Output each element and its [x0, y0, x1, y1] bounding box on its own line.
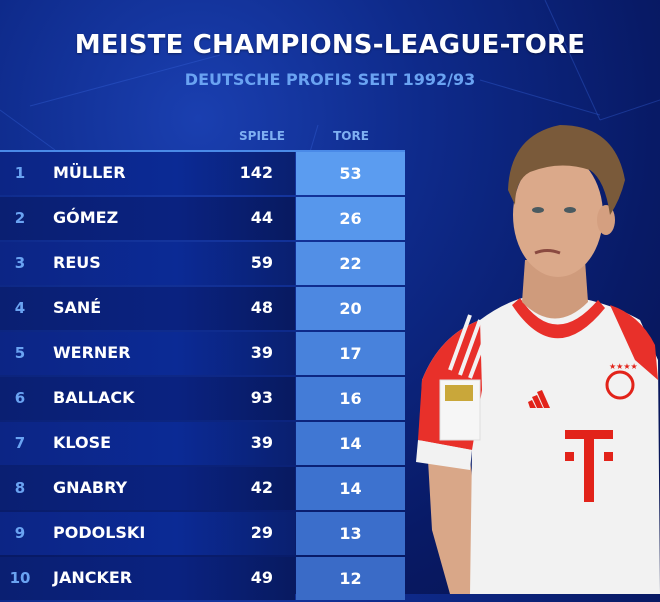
- rank-number: 9: [14, 524, 26, 542]
- row-background: [0, 467, 295, 510]
- goals-count: 53: [296, 152, 405, 195]
- mouth: [534, 249, 561, 255]
- header-divider: [0, 150, 405, 152]
- player-name: PODOLSKI: [53, 523, 146, 542]
- table-row: 8 GNABRY 42 14: [0, 467, 405, 510]
- player-photo: ★★★★: [416, 125, 660, 594]
- rank-number: 8: [14, 479, 26, 497]
- table-row: 5 WERNER 39 17: [0, 332, 405, 375]
- column-header-tore: TORE: [333, 129, 369, 143]
- games-count: 142: [239, 163, 273, 182]
- row-background: [0, 197, 295, 240]
- rank-number: 1: [14, 164, 26, 182]
- row-background: [0, 557, 295, 600]
- row-background: [0, 332, 295, 375]
- goals-count: 14: [296, 422, 405, 465]
- games-count: 44: [250, 208, 273, 227]
- player-name: BALLACK: [53, 388, 135, 407]
- games-count: 48: [250, 298, 273, 317]
- player-name: REUS: [53, 253, 101, 272]
- player-name: JANCKER: [53, 568, 133, 587]
- club-crest-icon: [605, 370, 635, 400]
- shirt-shoulder: [610, 305, 658, 380]
- sleeve-cuff: [416, 440, 472, 470]
- player-name: SANÉ: [53, 298, 102, 317]
- rank-number: 3: [14, 254, 26, 272]
- player-name: WERNER: [53, 343, 131, 362]
- table-row: 2 GÓMEZ 44 26: [0, 197, 405, 240]
- rank-number: 4: [14, 299, 26, 317]
- neck: [522, 260, 588, 319]
- rank-number: 2: [14, 209, 26, 227]
- goals-count: 13: [296, 512, 405, 555]
- shirt-collar: [512, 298, 605, 339]
- head: [513, 153, 603, 277]
- goals-count: 16: [296, 377, 405, 420]
- crest-stars: ★★★★: [609, 362, 638, 371]
- player-name: GÓMEZ: [53, 208, 119, 227]
- goals-count: 22: [296, 242, 405, 285]
- table-row: 7 KLOSE 39 14: [0, 422, 405, 465]
- games-count: 39: [250, 433, 273, 452]
- goals-count: 26: [296, 197, 405, 240]
- rank-number: 6: [14, 389, 26, 407]
- games-count: 59: [250, 253, 273, 272]
- rank-number: 10: [9, 569, 31, 587]
- eye-left: [532, 207, 544, 213]
- games-count: 39: [250, 343, 273, 362]
- ranking-table: 1 MÜLLER 142 53 2 GÓMEZ 44 26 3 REUS 59 …: [0, 152, 405, 602]
- table-row: 6 BALLACK 93 16: [0, 377, 405, 420]
- table-row: 3 REUS 59 22: [0, 242, 405, 285]
- telekom-logo-icon: [565, 430, 613, 502]
- games-count: 42: [250, 478, 273, 497]
- row-background: [0, 422, 295, 465]
- rank-number: 5: [14, 344, 26, 362]
- row-background: [0, 287, 295, 330]
- table-row: 9 PODOLSKI 29 13: [0, 512, 405, 555]
- goals-count: 17: [296, 332, 405, 375]
- page-subtitle: DEUTSCHE PROFIS SEIT 1992/93: [184, 70, 476, 89]
- hair: [508, 125, 625, 215]
- player-name: KLOSE: [53, 433, 112, 452]
- table-row: 4 SANÉ 48 20: [0, 287, 405, 330]
- games-count: 93: [250, 388, 273, 407]
- patch-logo: [445, 385, 473, 401]
- page-title: MEISTE CHAMPIONS-LEAGUE-TORE: [74, 30, 586, 60]
- column-header-spiele: SPIELE: [239, 129, 285, 143]
- eye-right: [564, 207, 576, 213]
- row-background: [0, 377, 295, 420]
- goals-count: 12: [296, 557, 405, 600]
- player-name: GNABRY: [53, 478, 128, 497]
- goals-count: 20: [296, 287, 405, 330]
- table-row: 1 MÜLLER 142 53: [0, 152, 405, 195]
- row-background: [0, 152, 295, 195]
- goals-count: 14: [296, 467, 405, 510]
- games-count: 29: [250, 523, 273, 542]
- table-row: 10 JANCKER 49 12: [0, 557, 405, 600]
- shirt-stripes: [448, 314, 492, 379]
- adidas-logo-icon: [528, 390, 550, 408]
- row-background: [0, 512, 295, 555]
- rank-number: 7: [14, 434, 26, 452]
- row-background: [0, 242, 295, 285]
- player-name: MÜLLER: [53, 163, 126, 182]
- games-count: 49: [250, 568, 273, 587]
